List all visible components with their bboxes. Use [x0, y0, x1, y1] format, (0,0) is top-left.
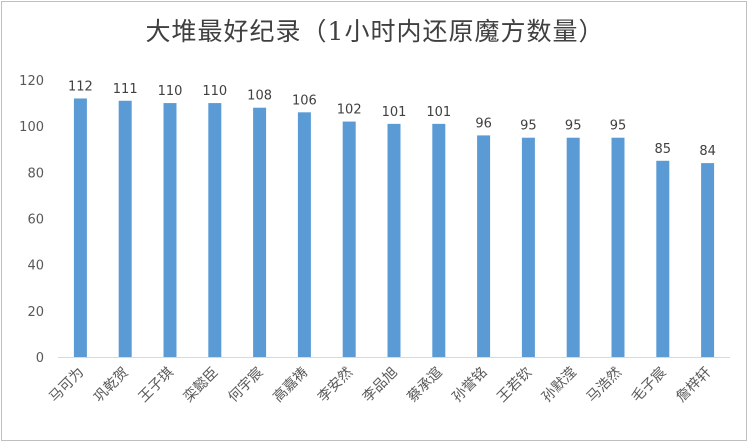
data-label: 110	[158, 84, 183, 99]
y-axis: 0 20 40 60 80 100 120	[19, 74, 44, 366]
bar	[208, 103, 222, 357]
bar	[387, 123, 401, 357]
category-label: 毛子宸	[628, 364, 670, 406]
bar	[73, 98, 87, 357]
category-label: 李品旭	[360, 365, 401, 406]
category-label: 巩乾贺	[91, 365, 132, 406]
bar	[342, 121, 356, 357]
y-tick-label: 80	[27, 166, 44, 181]
chart-title: 大堆最好纪录（1小时内还原魔方数量）	[145, 17, 605, 46]
bar	[611, 137, 625, 357]
category-label: 蔡承逭	[404, 364, 446, 406]
category-label: 马可为	[46, 365, 87, 406]
data-label: 95	[520, 119, 537, 134]
y-tick-label: 100	[19, 120, 44, 135]
data-label: 95	[610, 119, 627, 134]
data-label: 102	[337, 103, 362, 118]
bar	[477, 135, 491, 357]
bar	[118, 100, 132, 358]
category-label: 孙誉铭	[449, 365, 490, 406]
bar	[656, 160, 670, 357]
data-label: 95	[565, 119, 582, 134]
bar	[566, 137, 580, 357]
data-label: 111	[113, 82, 138, 97]
y-tick-label: 20	[27, 305, 44, 320]
category-label: 王子琪	[136, 365, 177, 406]
category-labels: 马可为 巩乾贺 王子琪 栾懿臣 何宇宸 高嘉祷 李安然 李品旭 蔡承逭 孙誉铭 王若钦 孙默滢 马浩然毛…	[46, 364, 714, 406]
category-label: 詹梓轩	[673, 365, 714, 406]
bar	[163, 103, 177, 357]
data-label: 112	[68, 79, 93, 94]
bar	[297, 112, 311, 357]
bar	[253, 107, 267, 357]
category-label: 李安然	[314, 364, 356, 406]
y-tick-label: 120	[19, 74, 44, 89]
y-tick-label: 0	[36, 351, 44, 366]
data-label: 101	[382, 105, 407, 120]
bar	[701, 163, 715, 357]
category-label: 马浩然	[583, 364, 625, 406]
data-label: 106	[292, 93, 317, 108]
bar	[432, 123, 446, 357]
data-label: 108	[247, 89, 272, 104]
data-label: 101	[426, 105, 451, 120]
category-label: 栾懿臣	[180, 364, 222, 406]
y-tick-label: 60	[27, 213, 44, 228]
category-label: 王若钦	[494, 365, 535, 406]
data-label: 84	[699, 144, 716, 159]
bars	[73, 98, 715, 358]
data-label: 96	[475, 116, 492, 131]
category-label: 何宇宸	[225, 364, 267, 406]
category-label: 孙默滢	[539, 365, 580, 406]
category-label: 高嘉祷	[270, 364, 312, 406]
bar	[521, 137, 535, 357]
data-labels: 112 111 110 110 108 106 102 101 101 96 95 95 95 85 84	[68, 79, 716, 159]
data-label: 85	[655, 142, 672, 157]
y-tick-label: 40	[27, 259, 44, 274]
data-label: 110	[202, 84, 227, 99]
